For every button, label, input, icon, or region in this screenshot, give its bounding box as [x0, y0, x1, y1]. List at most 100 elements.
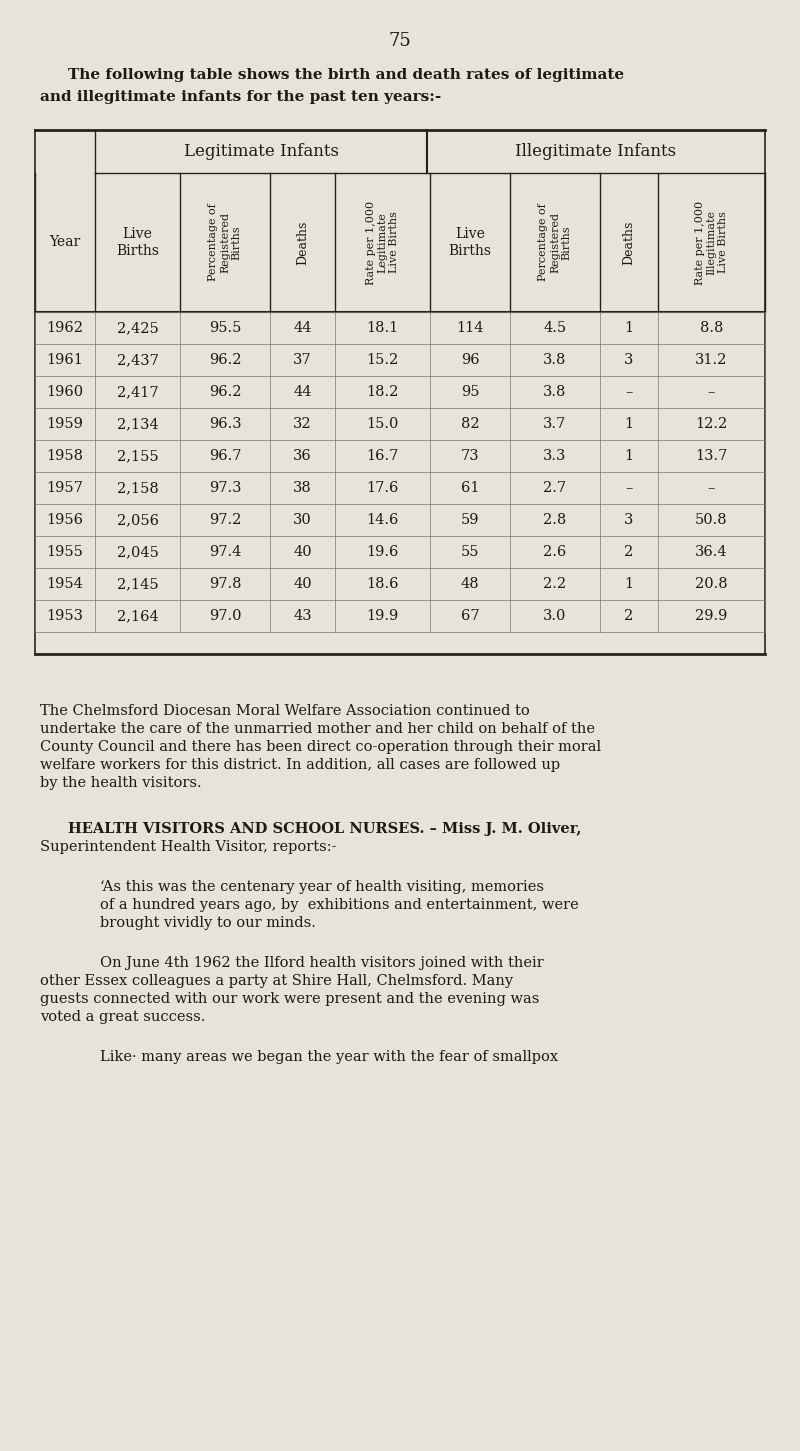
Text: HEALTH VISITORS AND SCHOOL NURSES. – Miss J. M. Oliver,: HEALTH VISITORS AND SCHOOL NURSES. – Mis… [68, 823, 582, 836]
Text: 1: 1 [625, 416, 634, 431]
Text: by the health visitors.: by the health visitors. [40, 776, 202, 789]
Text: 44: 44 [294, 321, 312, 335]
Text: 1955: 1955 [46, 546, 83, 559]
Text: 1: 1 [625, 448, 634, 463]
Text: 18.1: 18.1 [366, 321, 398, 335]
Text: 30: 30 [293, 514, 312, 527]
Text: guests connected with our work were present and the evening was: guests connected with our work were pres… [40, 992, 539, 1006]
Text: 3.8: 3.8 [543, 353, 566, 367]
Text: 2,134: 2,134 [117, 416, 158, 431]
Text: 20.8: 20.8 [695, 577, 728, 591]
Text: 15.2: 15.2 [366, 353, 398, 367]
Text: 2,417: 2,417 [117, 385, 158, 399]
Text: 50.8: 50.8 [695, 514, 728, 527]
Text: 73: 73 [461, 448, 479, 463]
Text: 12.2: 12.2 [695, 416, 728, 431]
Text: 97.4: 97.4 [209, 546, 241, 559]
Text: 4.5: 4.5 [543, 321, 566, 335]
Text: Legitimate Infants: Legitimate Infants [183, 144, 338, 160]
Text: 2,164: 2,164 [117, 609, 158, 622]
Text: 1960: 1960 [46, 385, 83, 399]
Text: voted a great success.: voted a great success. [40, 1010, 206, 1024]
Text: Deaths: Deaths [622, 221, 635, 264]
Text: 8.8: 8.8 [700, 321, 723, 335]
Text: 2.2: 2.2 [543, 577, 566, 591]
Text: 1954: 1954 [46, 577, 83, 591]
Text: 18.6: 18.6 [366, 577, 398, 591]
Text: The Chelmsford Diocesan Moral Welfare Association continued to: The Chelmsford Diocesan Moral Welfare As… [40, 704, 530, 718]
Text: –: – [708, 480, 715, 495]
Text: 3.7: 3.7 [543, 416, 566, 431]
Text: 36.4: 36.4 [695, 546, 728, 559]
Text: 96: 96 [461, 353, 479, 367]
Text: 19.6: 19.6 [366, 546, 398, 559]
Text: 2,145: 2,145 [117, 577, 158, 591]
Text: 97.0: 97.0 [209, 609, 242, 622]
Text: 44: 44 [294, 385, 312, 399]
Text: Percentage of
Registered
Births: Percentage of Registered Births [208, 203, 242, 281]
Text: 2.7: 2.7 [543, 480, 566, 495]
Text: welfare workers for this district. In addition, all cases are followed up: welfare workers for this district. In ad… [40, 757, 560, 772]
Text: 114: 114 [456, 321, 484, 335]
Text: 2,158: 2,158 [117, 480, 158, 495]
Text: 2,425: 2,425 [117, 321, 158, 335]
Text: 1957: 1957 [46, 480, 83, 495]
Text: 96.2: 96.2 [209, 353, 242, 367]
Text: 3.8: 3.8 [543, 385, 566, 399]
Text: 14.6: 14.6 [366, 514, 398, 527]
Text: 2.6: 2.6 [543, 546, 566, 559]
Text: Live
Births: Live Births [116, 228, 159, 258]
Text: 1953: 1953 [46, 609, 83, 622]
Text: 32: 32 [293, 416, 312, 431]
Text: Deaths: Deaths [296, 221, 309, 264]
Text: 61: 61 [461, 480, 479, 495]
Text: On June 4th 1962 the Ilford health visitors joined with their: On June 4th 1962 the Ilford health visit… [100, 956, 544, 971]
Text: 55: 55 [461, 546, 479, 559]
Text: of a hundred years ago, by  exhibitions and entertainment, were: of a hundred years ago, by exhibitions a… [100, 898, 578, 913]
Text: 3: 3 [624, 514, 634, 527]
Text: County Council and there has been direct co-operation through their moral: County Council and there has been direct… [40, 740, 601, 755]
Text: 2: 2 [624, 546, 634, 559]
Text: 40: 40 [293, 577, 312, 591]
Text: Illegitimate Infants: Illegitimate Infants [515, 144, 677, 160]
Text: 2,437: 2,437 [117, 353, 158, 367]
Text: 96.7: 96.7 [209, 448, 242, 463]
Text: 17.6: 17.6 [366, 480, 398, 495]
Text: 96.2: 96.2 [209, 385, 242, 399]
Text: 3.3: 3.3 [543, 448, 566, 463]
Text: 36: 36 [293, 448, 312, 463]
Text: 75: 75 [389, 32, 411, 49]
Text: 3: 3 [624, 353, 634, 367]
Text: undertake the care of the unmarried mother and her child on behalf of the: undertake the care of the unmarried moth… [40, 723, 595, 736]
Text: brought vividly to our minds.: brought vividly to our minds. [100, 916, 316, 930]
Text: ‘As this was the centenary year of health visiting, memories: ‘As this was the centenary year of healt… [100, 879, 544, 894]
Text: 1: 1 [625, 577, 634, 591]
Text: 1958: 1958 [46, 448, 83, 463]
Text: 38: 38 [293, 480, 312, 495]
Text: 19.9: 19.9 [366, 609, 398, 622]
Text: 82: 82 [461, 416, 479, 431]
Text: 2,155: 2,155 [117, 448, 158, 463]
Text: 95: 95 [461, 385, 479, 399]
Text: 18.2: 18.2 [366, 385, 398, 399]
Text: 3.0: 3.0 [543, 609, 566, 622]
Text: Superintendent Health Visitor, reports:-: Superintendent Health Visitor, reports:- [40, 840, 337, 855]
Text: and illegitimate infants for the past ten years:-: and illegitimate infants for the past te… [40, 90, 442, 104]
Text: 13.7: 13.7 [695, 448, 728, 463]
Text: 1961: 1961 [46, 353, 83, 367]
Text: Percentage of
Registered
Births: Percentage of Registered Births [538, 203, 571, 281]
Text: –: – [626, 480, 633, 495]
Text: 43: 43 [293, 609, 312, 622]
Text: 97.2: 97.2 [209, 514, 241, 527]
Text: –: – [708, 385, 715, 399]
Text: 16.7: 16.7 [366, 448, 398, 463]
Text: 1962: 1962 [46, 321, 83, 335]
Text: 2,045: 2,045 [117, 546, 158, 559]
Text: –: – [626, 385, 633, 399]
Text: 2.8: 2.8 [543, 514, 566, 527]
Text: 1: 1 [625, 321, 634, 335]
Text: 2: 2 [624, 609, 634, 622]
Text: 59: 59 [461, 514, 479, 527]
Text: 97.3: 97.3 [209, 480, 242, 495]
Text: Rate per 1,000
Illegitimate
Live Births: Rate per 1,000 Illegitimate Live Births [695, 200, 728, 284]
